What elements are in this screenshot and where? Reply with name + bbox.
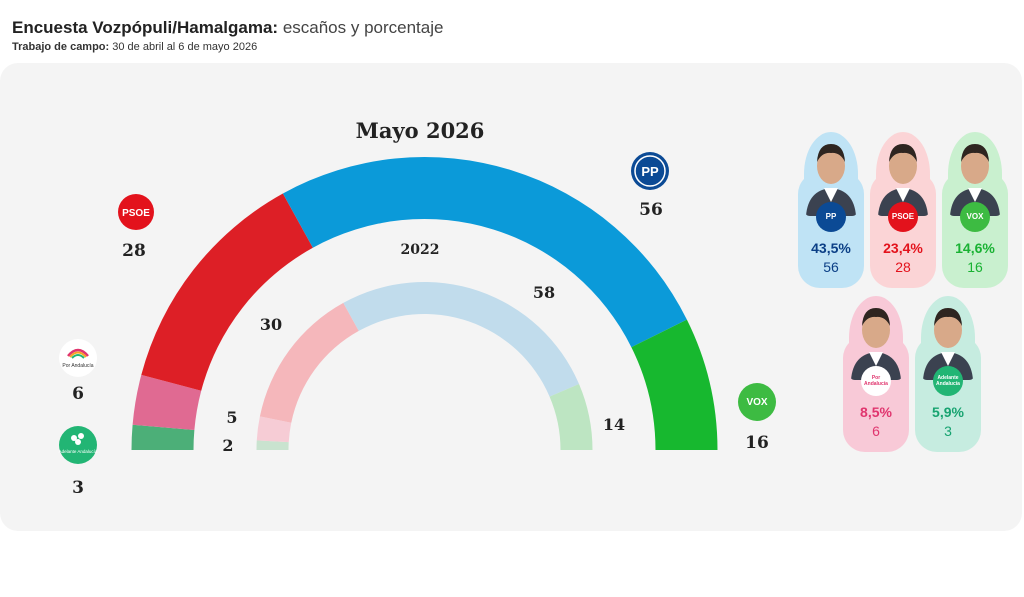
label-vox-2022: 14 xyxy=(603,415,625,434)
outer-title: Mayo 2026 xyxy=(356,118,485,143)
psoe-logo-text: PSOE xyxy=(122,208,150,219)
adelante-logo: Adelante Andalucía xyxy=(59,426,98,464)
inner-arc-1 xyxy=(256,416,292,443)
vox-logo-text: VOX xyxy=(746,397,767,408)
chart-title: Encuesta Vozpópuli/Hamalgama: escaños y … xyxy=(12,18,443,38)
title-bold: Encuesta Vozpópuli/Hamalgama: xyxy=(12,18,279,37)
title-light: escaños y porcentaje xyxy=(282,18,444,37)
fieldwork-line: Trabajo de campo: 30 de abril al 6 de ma… xyxy=(12,41,257,53)
inner-arc-0 xyxy=(256,440,289,450)
label-psoe-2022: 30 xyxy=(260,315,282,334)
outer-arc-0 xyxy=(131,424,195,450)
pp-logo-text: PP xyxy=(641,164,659,179)
fieldwork-dates: 30 de abril al 6 de mayo 2026 xyxy=(112,41,258,53)
outer-arc-2 xyxy=(141,193,313,391)
fieldwork-label: Trabajo de campo: xyxy=(12,41,110,53)
outer-arc-4 xyxy=(631,319,718,450)
label-psoe-2026: 28 xyxy=(122,241,146,261)
inner-title: 2022 xyxy=(401,242,440,258)
outer-arc-3 xyxy=(282,157,687,348)
inner-arc-4 xyxy=(549,384,593,450)
por-andalucia-logo-text: Por Andalucía xyxy=(62,363,93,369)
por-andalucia-logo: Por Andalucía xyxy=(59,339,97,377)
inner-arc-2 xyxy=(259,302,359,423)
label-pp-2022: 58 xyxy=(533,283,555,302)
label-porandalucia-2022: 5 xyxy=(226,408,237,427)
vox-logo: VOX xyxy=(738,383,776,421)
inner-arc-3 xyxy=(343,282,580,397)
label-vox-2026: 16 xyxy=(745,433,769,453)
label-porandalucia-2026: 6 xyxy=(72,384,84,404)
outer-arc-1 xyxy=(132,374,202,431)
label-adelante-2026: 3 xyxy=(72,478,84,498)
label-adelante-2022: 2 xyxy=(222,436,233,455)
label-pp-2026: 56 xyxy=(639,200,663,220)
psoe-logo: PSOE xyxy=(118,194,154,230)
adelante-logo-text: Adelante Andalucía xyxy=(59,449,98,454)
pp-logo: PP xyxy=(631,152,669,190)
